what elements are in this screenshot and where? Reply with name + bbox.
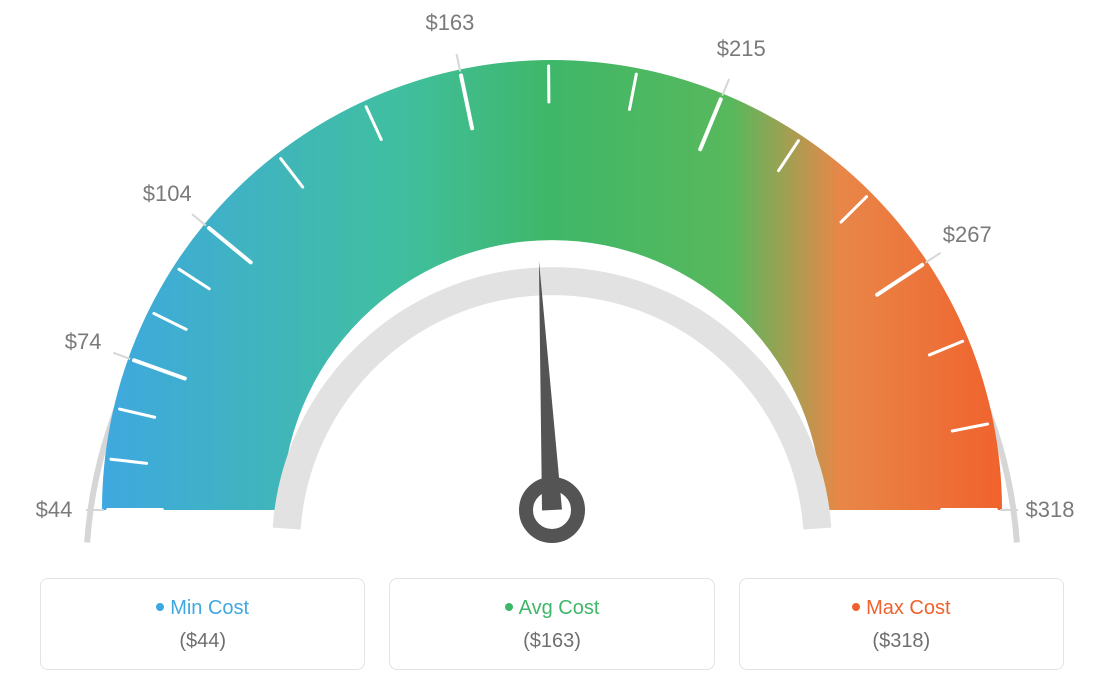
legend-min: Min Cost ($44) xyxy=(40,578,365,670)
legend-avg-value: ($163) xyxy=(400,630,703,653)
tick-label: $74 xyxy=(65,329,102,355)
legend-min-label: Min Cost xyxy=(51,597,354,620)
legend-avg-label: Avg Cost xyxy=(400,597,703,620)
legend-min-dot xyxy=(156,603,164,611)
legend-avg-dot xyxy=(505,603,513,611)
legend-max-label-text: Max Cost xyxy=(866,597,950,619)
tick-label: $104 xyxy=(143,181,192,207)
legend-max: Max Cost ($318) xyxy=(739,578,1064,670)
legend-avg-label-text: Avg Cost xyxy=(519,597,600,619)
legend-row: Min Cost ($44) Avg Cost ($163) Max Cost … xyxy=(40,578,1064,670)
legend-max-label: Max Cost xyxy=(750,597,1053,620)
legend-max-value: ($318) xyxy=(750,630,1053,653)
legend-min-value: ($44) xyxy=(51,630,354,653)
legend-avg: Avg Cost ($163) xyxy=(389,578,714,670)
tick-label: $318 xyxy=(1026,497,1075,523)
gauge-svg xyxy=(0,0,1104,560)
cost-gauge-chart: $44 $74 $104 $163 $215 $267 $318 Min Cost ($44… xyxy=(0,0,1104,690)
gauge-area: $44 $74 $104 $163 $215 $267 $318 xyxy=(0,0,1104,560)
tick-label: $267 xyxy=(943,222,992,248)
tick-label: $215 xyxy=(717,36,766,62)
legend-min-label-text: Min Cost xyxy=(170,597,249,619)
legend-max-dot xyxy=(852,603,860,611)
tick-label: $163 xyxy=(425,10,474,36)
tick-label: $44 xyxy=(36,497,73,523)
